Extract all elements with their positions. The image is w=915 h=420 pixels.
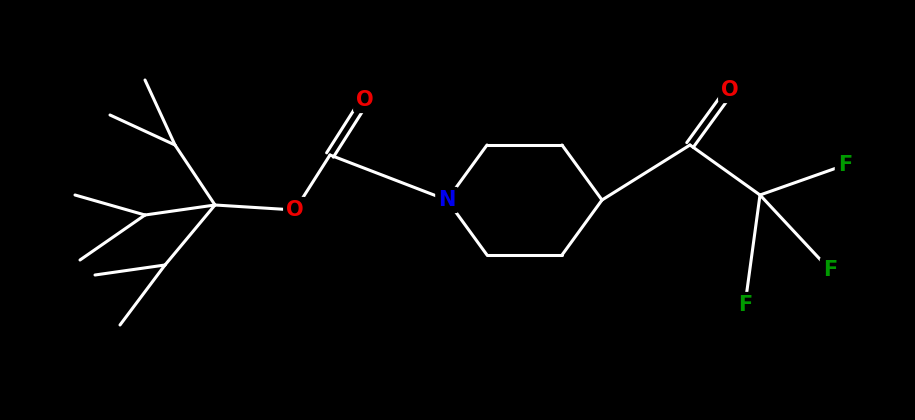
Text: N: N bbox=[438, 190, 456, 210]
Text: O: O bbox=[286, 200, 304, 220]
Text: F: F bbox=[823, 260, 837, 280]
Text: O: O bbox=[356, 90, 374, 110]
Text: O: O bbox=[721, 80, 738, 100]
Text: F: F bbox=[838, 155, 852, 175]
Text: F: F bbox=[737, 295, 752, 315]
